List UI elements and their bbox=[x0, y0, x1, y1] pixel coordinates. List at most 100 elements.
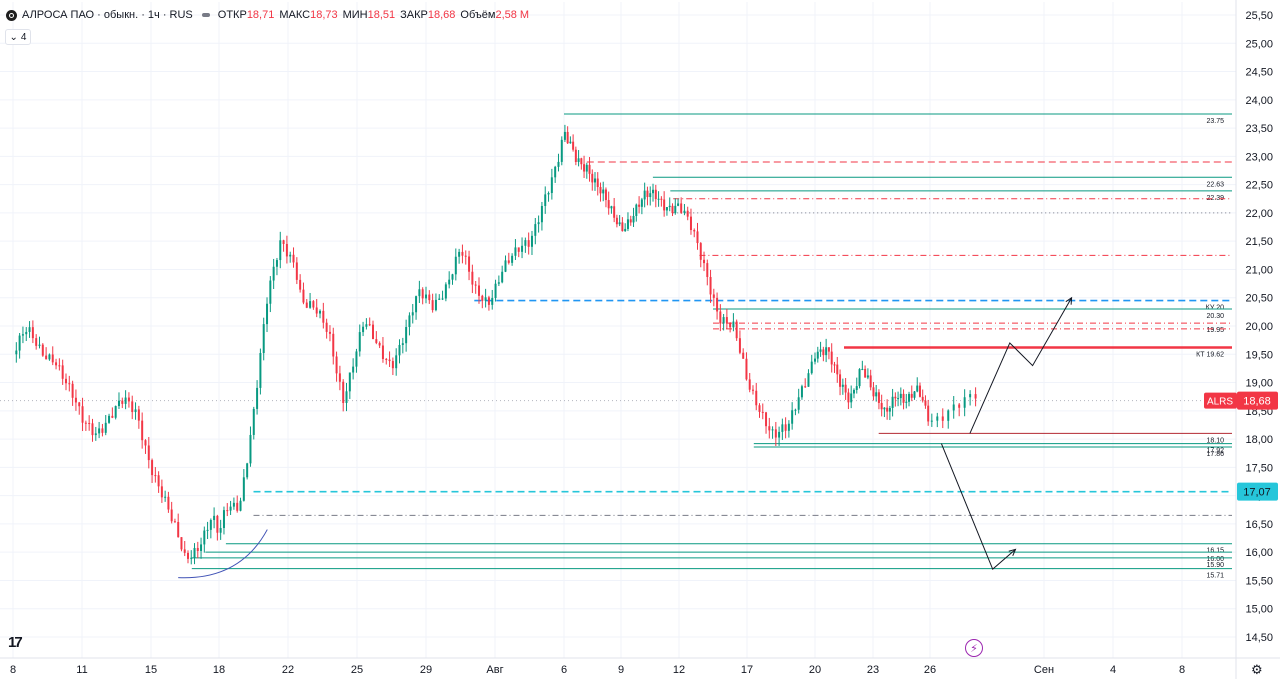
candle-body bbox=[375, 339, 378, 343]
candle-body bbox=[338, 373, 341, 382]
candle-body bbox=[652, 189, 655, 194]
candle-body bbox=[732, 321, 735, 328]
level-label: КУ 20 bbox=[1206, 305, 1224, 312]
candle-body bbox=[157, 475, 160, 487]
candle-body bbox=[381, 345, 384, 359]
gear-icon[interactable]: ⚙ bbox=[1251, 662, 1263, 677]
candle-body bbox=[193, 547, 196, 558]
candle-body bbox=[104, 422, 107, 433]
candle-body bbox=[170, 509, 173, 522]
candle-body bbox=[534, 224, 537, 236]
symbol-badge bbox=[1204, 392, 1237, 409]
candle-body bbox=[709, 276, 712, 295]
candle-body bbox=[474, 284, 477, 286]
price-tick-label: 18,00 bbox=[1245, 434, 1273, 446]
candle-body bbox=[855, 386, 858, 390]
low-label: МИН bbox=[342, 9, 368, 21]
candle-body bbox=[758, 405, 761, 412]
candle-body bbox=[71, 383, 74, 398]
price-tick-label: 15,50 bbox=[1245, 575, 1273, 587]
time-tick-label: 20 bbox=[809, 664, 821, 676]
candle-body bbox=[487, 297, 490, 305]
price-badge-value: 18,68 bbox=[1243, 396, 1271, 408]
candle-body bbox=[521, 245, 524, 252]
candle-body bbox=[252, 408, 255, 435]
candle-body bbox=[48, 354, 51, 360]
candle-body bbox=[114, 406, 117, 418]
scenario-up-arrow bbox=[969, 297, 1073, 434]
price-tick-label: 17,50 bbox=[1245, 462, 1273, 474]
candle-body bbox=[190, 557, 193, 559]
lightning-icon[interactable]: ⚡ bbox=[965, 639, 983, 657]
candle-body bbox=[477, 285, 480, 296]
time-tick-label: 26 bbox=[924, 664, 936, 676]
candle-body bbox=[680, 203, 683, 213]
candle-body bbox=[378, 342, 381, 346]
candle-body bbox=[78, 402, 81, 407]
symbol-title[interactable]: АЛРОСА ПАО · обыкн. · 1ч · RUS bbox=[22, 9, 193, 21]
candle-body bbox=[25, 331, 28, 335]
candle-body bbox=[657, 198, 660, 200]
candle-body bbox=[232, 502, 235, 507]
candle-body bbox=[877, 392, 880, 403]
candle-body bbox=[98, 428, 101, 434]
candle-body bbox=[847, 392, 850, 403]
candle-body bbox=[722, 317, 725, 324]
candle-body bbox=[134, 409, 137, 413]
candle-body bbox=[706, 263, 709, 277]
candle-body bbox=[897, 398, 900, 400]
candle-body bbox=[484, 297, 487, 301]
candle-body bbox=[654, 189, 657, 200]
candle-body bbox=[781, 424, 784, 432]
candle-body bbox=[908, 393, 911, 402]
candle-body bbox=[858, 369, 861, 387]
candle-body bbox=[226, 510, 229, 512]
candle-body bbox=[841, 384, 844, 387]
candle-body bbox=[899, 393, 902, 399]
candle-body bbox=[936, 416, 939, 421]
price-tick-label: 16,50 bbox=[1245, 519, 1273, 531]
candle-body bbox=[524, 240, 527, 246]
candle-body bbox=[55, 362, 58, 366]
candle-body bbox=[183, 549, 186, 553]
candle-body bbox=[557, 161, 560, 167]
candle-body bbox=[236, 502, 239, 511]
candle-body bbox=[242, 477, 245, 501]
time-tick-label: 18 bbox=[213, 664, 225, 676]
candle-body bbox=[880, 402, 883, 410]
candle-body bbox=[319, 310, 322, 314]
candle-body bbox=[458, 251, 461, 257]
candle-body bbox=[18, 335, 21, 351]
candle-body bbox=[774, 429, 777, 438]
candle-body bbox=[969, 394, 972, 398]
tradingview-logo-icon[interactable]: 17 bbox=[8, 634, 23, 651]
candle-body bbox=[395, 355, 398, 369]
candle-body bbox=[761, 411, 764, 413]
level-label: 23.75 bbox=[1206, 118, 1224, 125]
candle-body bbox=[491, 297, 494, 305]
ohlc-values: ОТКР18,71 МАКС18,73 МИН18,51 ЗАКР18,68 О… bbox=[218, 9, 529, 21]
candle-body bbox=[729, 322, 732, 328]
chevron-down-icon: ⌄ bbox=[9, 31, 18, 43]
candle-body bbox=[365, 324, 368, 327]
high-value: 18,73 bbox=[310, 9, 338, 21]
level-label: 17.86 bbox=[1206, 451, 1224, 458]
candle-body bbox=[322, 310, 325, 323]
candle-body bbox=[745, 358, 748, 380]
candle-body bbox=[355, 351, 358, 367]
indicators-collapse-button[interactable]: ⌄ 4 bbox=[5, 29, 31, 45]
candle-body bbox=[312, 301, 315, 308]
price-tick-label: 20,00 bbox=[1245, 321, 1273, 333]
candle-body bbox=[905, 401, 908, 403]
time-tick-label: 4 bbox=[1110, 664, 1116, 676]
candle-body bbox=[902, 393, 905, 403]
candle-body bbox=[646, 190, 649, 198]
candle-body bbox=[930, 420, 933, 422]
candle-body bbox=[372, 324, 375, 340]
candle-body bbox=[941, 416, 944, 421]
candle-body bbox=[91, 423, 94, 436]
candle-body bbox=[825, 347, 828, 356]
candle-body bbox=[279, 240, 282, 261]
candle-body bbox=[348, 372, 351, 392]
